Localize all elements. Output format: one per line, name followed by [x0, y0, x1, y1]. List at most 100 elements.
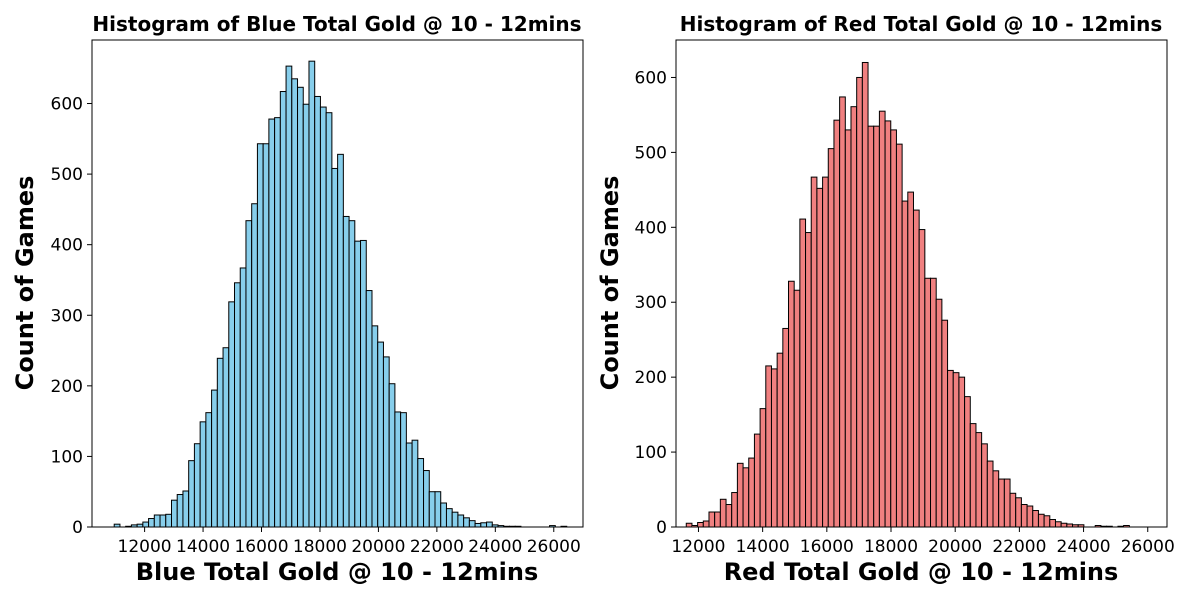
histogram-bar: [719, 498, 727, 528]
histogram-bar: [142, 521, 150, 528]
histogram-bar: [850, 106, 858, 528]
histogram-bar: [365, 290, 373, 528]
histogram-bar: [262, 143, 270, 528]
histogram-bar: [486, 521, 493, 528]
x-tick-label: 16000: [800, 537, 854, 557]
histogram-bar: [731, 492, 738, 528]
histogram-bar: [268, 118, 276, 528]
x-tick-label: 24000: [1057, 537, 1111, 557]
histogram-bar: [816, 187, 824, 528]
histogram-bar: [153, 514, 161, 528]
histogram-bar: [765, 365, 772, 528]
histogram-bar: [964, 396, 971, 528]
y-tick-label: 600: [51, 95, 83, 115]
histogram-bar: [788, 280, 795, 528]
x-tick-label: 18000: [293, 537, 347, 557]
histogram-bar: [776, 352, 784, 528]
histogram-bar: [451, 511, 459, 528]
histogram-bar: [354, 240, 362, 528]
histogram-bar: [297, 86, 304, 528]
histogram-bar: [411, 439, 419, 528]
histogram-bar: [941, 319, 949, 528]
histogram-bar: [856, 76, 863, 528]
histogram-bar: [423, 470, 430, 528]
histogram-bar: [873, 125, 880, 528]
y-axis-label: Count of Games: [596, 176, 624, 391]
histogram-bar: [1020, 504, 1028, 528]
histogram-bar: [434, 491, 442, 528]
bars: [685, 61, 1130, 528]
histogram-bar: [878, 110, 886, 528]
y-ticks: 0 100 200 300 400 500 600: [635, 68, 676, 538]
histogram-bar: [702, 520, 710, 528]
bars: [113, 60, 568, 528]
chart-title: Histogram of Red Total Gold @ 10 - 12min…: [680, 12, 1163, 36]
histogram-bar: [992, 470, 1000, 528]
histogram-bar: [782, 327, 790, 528]
histogram-bar: [400, 412, 407, 528]
histogram-bar: [907, 191, 914, 528]
y-tick-label: 300: [635, 293, 667, 313]
histogram-bar: [1026, 505, 1034, 528]
y-tick-label: 500: [635, 143, 667, 163]
y-tick-label: 0: [72, 518, 83, 538]
histogram-bar: [360, 239, 367, 528]
histogram-bar: [1015, 497, 1022, 528]
histogram-bar: [388, 383, 396, 528]
histogram-bar: [245, 220, 253, 528]
histogram-bar: [708, 511, 716, 528]
y-tick-label: 300: [51, 306, 83, 326]
y-tick-label: 100: [51, 447, 83, 467]
histogram-bar: [890, 129, 897, 528]
x-tick-label: 14000: [736, 537, 790, 557]
histogram-bar: [918, 229, 926, 528]
histogram-bar: [827, 148, 835, 528]
histogram-bar: [981, 443, 988, 528]
histogram-bar: [793, 289, 801, 528]
histogram-bar: [251, 203, 258, 528]
y-tick-label: 200: [51, 377, 83, 397]
histogram-bar: [901, 200, 909, 528]
histogram-bar: [861, 61, 869, 528]
histogram-bar: [1032, 510, 1039, 528]
histogram-bar: [1054, 521, 1062, 528]
histogram-bar: [382, 356, 390, 528]
x-ticks: 12000 14000 16000 18000 20000 22000 24000 26000: [118, 527, 581, 557]
x-tick-label: 22000: [992, 537, 1046, 557]
x-tick-label: 16000: [234, 537, 288, 557]
histogram-bar: [405, 442, 413, 528]
x-tick-label: 26000: [527, 537, 581, 557]
histogram-bar: [810, 176, 818, 528]
histogram-bar: [759, 408, 767, 528]
histogram-bar: [1037, 513, 1045, 528]
y-tick-label: 400: [635, 218, 667, 238]
histogram-bar: [480, 522, 488, 528]
x-tick-label: 24000: [468, 537, 522, 557]
histogram-bar: [742, 467, 750, 528]
y-tick-label: 600: [635, 68, 667, 88]
x-tick-label: 20000: [928, 537, 982, 557]
histogram-bar: [952, 372, 960, 528]
x-tick-label: 22000: [410, 537, 464, 557]
histogram-bar: [331, 167, 339, 528]
histogram-bar: [445, 508, 453, 528]
x-tick-label: 18000: [864, 537, 918, 557]
histogram-bar: [770, 368, 778, 528]
plot-frame: [91, 39, 584, 528]
histogram-bar: [394, 411, 402, 528]
histogram-bar: [867, 125, 875, 528]
histogram-bar: [697, 522, 704, 528]
histogram-bar: [199, 421, 207, 528]
y-tick-label: 0: [656, 518, 667, 538]
y-tick-label: 200: [635, 368, 667, 388]
histogram-bar: [1049, 519, 1056, 528]
histogram-bar: [285, 65, 293, 528]
histogram-bar: [714, 511, 721, 528]
histogram-bar: [725, 504, 733, 528]
histogram-bar: [969, 423, 977, 528]
histogram-bar: [833, 119, 841, 528]
histogram-bar: [171, 499, 178, 528]
x-tick-label: 26000: [1121, 537, 1175, 557]
histogram-bar: [975, 432, 983, 528]
histogram-bar: [342, 215, 350, 528]
